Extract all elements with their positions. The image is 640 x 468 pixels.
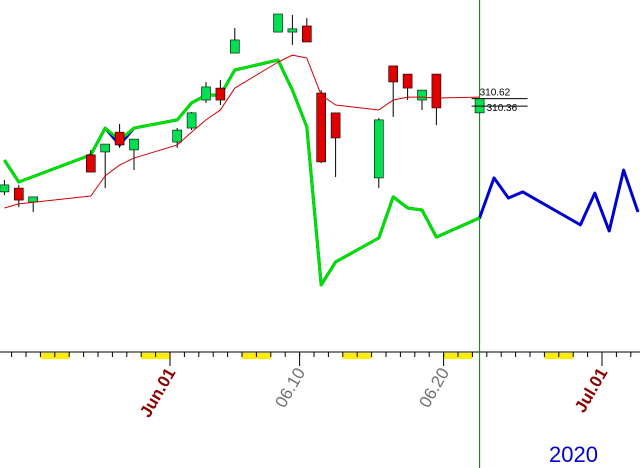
candle-body bbox=[388, 65, 399, 83]
candle-body bbox=[86, 154, 96, 173]
candle-body bbox=[316, 92, 327, 163]
price-label: 310.62 bbox=[480, 88, 511, 99]
candle-body bbox=[230, 39, 240, 54]
candle-body bbox=[14, 187, 24, 201]
candle-body bbox=[273, 13, 283, 33]
candle-body bbox=[100, 143, 110, 153]
candle-body bbox=[301, 25, 312, 43]
candle-body bbox=[114, 131, 125, 146]
price-label: 310.36 bbox=[487, 103, 518, 114]
candle-body bbox=[417, 89, 427, 101]
indicator-line bbox=[4, 54, 480, 209]
candle-body bbox=[215, 87, 226, 101]
candle-body bbox=[287, 28, 298, 33]
candle-body bbox=[373, 119, 384, 179]
candle-body bbox=[0, 184, 10, 193]
year-label: 2020 bbox=[549, 442, 598, 467]
candle-body bbox=[186, 112, 197, 129]
candle-body bbox=[201, 86, 211, 101]
candle-body bbox=[28, 196, 39, 203]
candle-body bbox=[129, 138, 139, 151]
candle-body bbox=[402, 73, 413, 89]
indicator-line bbox=[3, 58, 481, 287]
candle-body bbox=[172, 129, 182, 143]
candle-body bbox=[330, 112, 341, 139]
candle-body bbox=[431, 73, 442, 109]
